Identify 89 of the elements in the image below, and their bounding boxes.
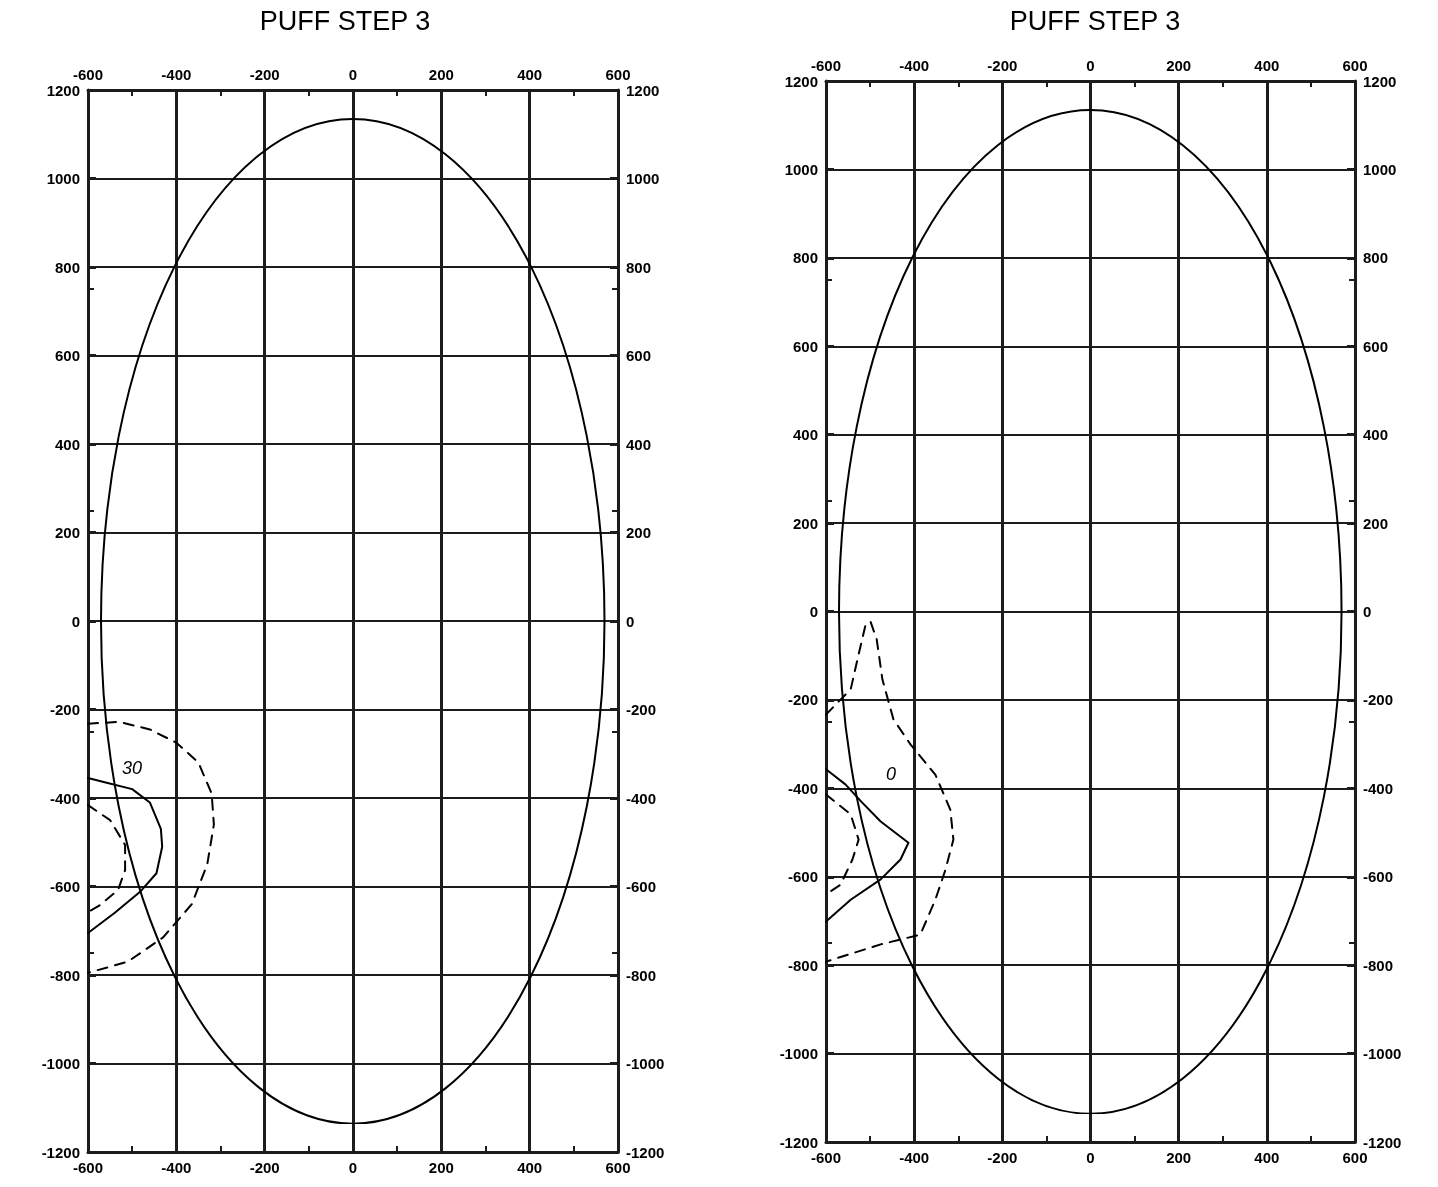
y-tick-label: 200: [54, 524, 80, 541]
x-tick-label: -400: [161, 1159, 192, 1176]
y-tick-label: -200: [49, 701, 80, 718]
y2-tick-label: 800: [1363, 249, 1389, 267]
y-tick-label: 800: [792, 249, 818, 267]
y2-tick-label: 1000: [1363, 160, 1397, 178]
line-series: [825, 768, 910, 923]
y2-tick-label: -800: [626, 966, 657, 984]
y2-tick-label: 200: [626, 524, 652, 541]
x2-tick-label: 200: [1166, 57, 1192, 74]
y-tick-label: 400: [792, 426, 818, 444]
x-tick-label: -600: [72, 1159, 104, 1176]
y-tick-label: -800: [49, 966, 80, 984]
x2-tick-label: -200: [249, 66, 280, 83]
y-tick-label: -600: [787, 868, 818, 886]
y-tick-label: 1200: [784, 72, 818, 90]
x2-tick-label: -400: [899, 57, 930, 74]
y-tick-label: -400: [787, 779, 818, 797]
x-tick-label: 200: [428, 1159, 454, 1176]
x2-tick-label: 600: [1342, 57, 1368, 74]
y-tick-label: 1200: [46, 81, 80, 99]
y-tick-label: -600: [49, 878, 80, 895]
x2-tick-label: 0: [1086, 57, 1095, 74]
x2-tick-label: 400: [1254, 57, 1280, 74]
x2-tick-label: -400: [161, 66, 192, 83]
y2-tick-label: -600: [626, 878, 657, 895]
line-series: [87, 720, 215, 974]
x-tick-label: -200: [249, 1159, 280, 1176]
y-tick-label: -1000: [41, 1055, 80, 1072]
y2-tick-label: -600: [1363, 868, 1394, 886]
x-tick-label: 200: [1166, 1149, 1192, 1166]
y2-tick-label: 0: [626, 612, 635, 630]
y2-tick-label: -200: [626, 701, 657, 718]
y2-tick-label: 400: [1363, 426, 1389, 444]
y-tick-label: 1000: [784, 160, 818, 178]
y2-tick-label: 600: [1363, 337, 1389, 355]
x-tick-label: 600: [605, 1159, 631, 1176]
y2-tick-label: -1200: [1363, 1133, 1402, 1151]
y2-tick-label: -400: [1363, 779, 1394, 797]
y2-tick-label: -200: [1363, 691, 1394, 709]
chart-title: PUFF STEP 3: [259, 5, 431, 36]
x2-tick-label: 600: [605, 66, 631, 83]
y-tick-label: 0: [71, 612, 80, 630]
y-tick-label: 1000: [46, 170, 80, 187]
chart-title: PUFF STEP 3: [1009, 5, 1181, 36]
y-tick-label: -1200: [779, 1133, 818, 1151]
y2-tick-label: 1200: [1363, 72, 1397, 90]
line-series: [87, 804, 127, 914]
x-tick-label: -600: [810, 1149, 842, 1166]
y-tick-label: 0: [809, 603, 818, 620]
y2-tick-label: -1000: [626, 1055, 665, 1072]
y2-tick-label: -1200: [626, 1143, 665, 1161]
x2-tick-label: 400: [517, 66, 543, 83]
x2-tick-label: 0: [348, 66, 358, 83]
annotation: 30: [122, 758, 143, 778]
annotation: 0: [886, 764, 897, 784]
y2-tick-label: -800: [1363, 956, 1394, 974]
x-tick-label: 600: [1342, 1149, 1368, 1166]
y2-tick-label: 1200: [626, 81, 660, 99]
x-tick-label: 0: [1086, 1149, 1095, 1166]
y-tick-label: 600: [792, 337, 818, 355]
x-tick-label: -400: [899, 1149, 930, 1166]
y2-tick-label: -400: [626, 789, 657, 807]
x-tick-label: -200: [987, 1149, 1018, 1166]
x-tick-label: 400: [1254, 1149, 1280, 1166]
y2-tick-label: 1000: [626, 170, 660, 187]
y-tick-label: 400: [54, 435, 80, 453]
y2-tick-label: 0: [1363, 603, 1372, 620]
x-tick-label: 0: [348, 1159, 358, 1176]
x2-tick-label: 200: [428, 66, 454, 83]
line-series: [87, 777, 164, 934]
y2-tick-label: 600: [626, 347, 652, 364]
line-series: [825, 620, 955, 963]
y2-tick-label: 200: [1363, 514, 1389, 532]
y-tick-label: -800: [787, 956, 818, 974]
y-tick-label: -400: [49, 789, 80, 807]
y2-tick-label: 800: [626, 258, 652, 276]
y-tick-label: -200: [787, 691, 818, 709]
y2-tick-label: 400: [626, 435, 652, 453]
y-tick-label: 800: [54, 258, 80, 276]
y-tick-label: 200: [792, 514, 818, 532]
y-tick-label: 600: [54, 347, 80, 364]
x2-tick-label: -200: [987, 57, 1018, 74]
x2-tick-label: -600: [810, 57, 842, 74]
y2-tick-label: -1000: [1363, 1045, 1402, 1063]
x2-tick-label: -600: [72, 66, 104, 83]
y-tick-label: -1000: [779, 1045, 818, 1063]
y-tick-label: -1200: [41, 1143, 80, 1161]
x-tick-label: 400: [517, 1159, 543, 1176]
